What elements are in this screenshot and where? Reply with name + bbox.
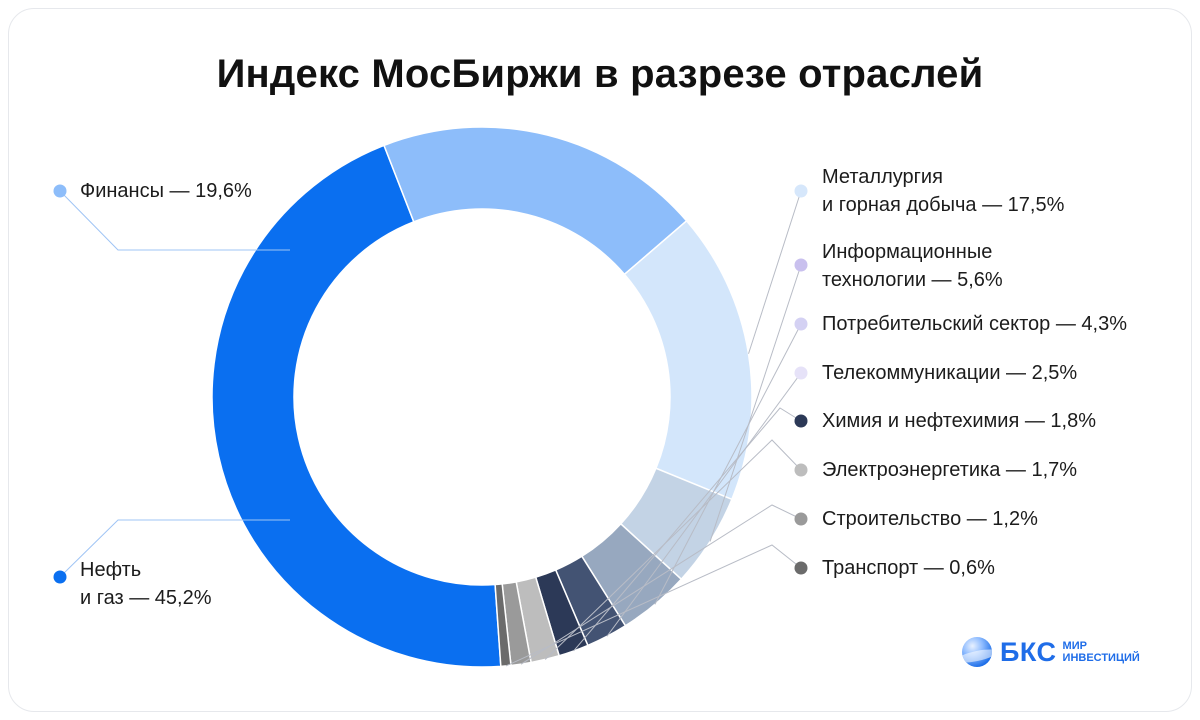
legend-dot-2 — [794, 184, 808, 198]
leader-line-7 — [544, 439, 802, 660]
bks-logo-icon — [962, 637, 992, 667]
slice-label-line1: Транспорт — 0,6% — [822, 557, 995, 579]
legend-dot-5 — [794, 366, 808, 380]
legend-dot-7 — [794, 463, 808, 477]
legend-dot-9 — [794, 561, 808, 575]
slice-label-3: Информационные технологии — 5,6% — [822, 238, 1003, 294]
leader-line-4 — [654, 323, 802, 605]
logo-subtitle-line1: МИР — [1062, 640, 1087, 652]
slice-label-line1: Химия и нефтехимия — 1,8% — [822, 410, 1096, 432]
slice-label-line1: Металлургия — [822, 166, 943, 188]
legend-dot-1 — [53, 184, 67, 198]
slice-label-line1: Потребительский сектор — 4,3% — [822, 313, 1127, 335]
legend-dot-0 — [53, 570, 67, 584]
slice-label-5: Телекоммуникации — 2,5% — [822, 359, 1077, 387]
slice-label-7: Электроэнергетика — 1,7% — [822, 456, 1077, 484]
leader-line-6 — [573, 407, 802, 652]
slice-label-line2: и газ — 45,2% — [80, 587, 212, 609]
slice-label-line1: Телекоммуникации — 2,5% — [822, 362, 1078, 384]
legend-dot-8 — [794, 512, 808, 526]
slice-label-line2: технологии — 5,6% — [822, 269, 1003, 291]
leader-line-1 — [59, 190, 290, 251]
slice-label-2: Металлургия и горная добыча — 17,5% — [822, 163, 1064, 219]
slice-label-line1: Строительство — 1,2% — [822, 508, 1038, 530]
slice-label-6: Химия и нефтехимия — 1,8% — [822, 407, 1096, 435]
logo-subtitle: МИР ИНВЕСТИЦИЙ — [1063, 640, 1140, 664]
slice-label-1: Финансы — 19,6% — [80, 177, 252, 205]
slice-label-4: Потребительский сектор — 4,3% — [822, 310, 1127, 338]
donut-slice-2 — [623, 219, 753, 501]
leader-line-2 — [748, 190, 802, 354]
logo-name: БКС — [1000, 636, 1057, 667]
slice-label-line2: и горная добыча — 17,5% — [822, 194, 1065, 216]
leader-line-3 — [709, 264, 802, 542]
donut-slice-9 — [494, 583, 512, 668]
slice-label-0: Нефть и газ — 45,2% — [80, 556, 211, 612]
donut-slice-1 — [383, 126, 688, 276]
legend-dot-3 — [794, 258, 808, 272]
slice-label-9: Транспорт — 0,6% — [822, 554, 995, 582]
slice-label-line1: Информационные — [822, 241, 993, 263]
slice-label-8: Строительство — 1,2% — [822, 505, 1038, 533]
slice-label-line1: Финансы — 19,6% — [80, 180, 252, 202]
donut-slice-0 — [211, 144, 502, 668]
logo-subtitle-line2: ИНВЕСТИЦИЙ — [1062, 652, 1140, 664]
legend-dot-6 — [794, 414, 808, 428]
leader-line-5 — [606, 372, 802, 637]
leader-line-0 — [59, 519, 290, 578]
leader-line-9 — [505, 544, 802, 667]
chart-title: Индекс МосБиржи в разрезе отраслей — [216, 52, 984, 96]
legend-dot-4 — [794, 317, 808, 331]
slice-label-line1: Нефть — [80, 559, 142, 581]
leader-line-8 — [520, 504, 802, 665]
bks-logo: БКС МИР ИНВЕСТИЦИЙ — [962, 632, 1140, 672]
slice-label-line1: Электроэнергетика — 1,7% — [822, 459, 1078, 481]
